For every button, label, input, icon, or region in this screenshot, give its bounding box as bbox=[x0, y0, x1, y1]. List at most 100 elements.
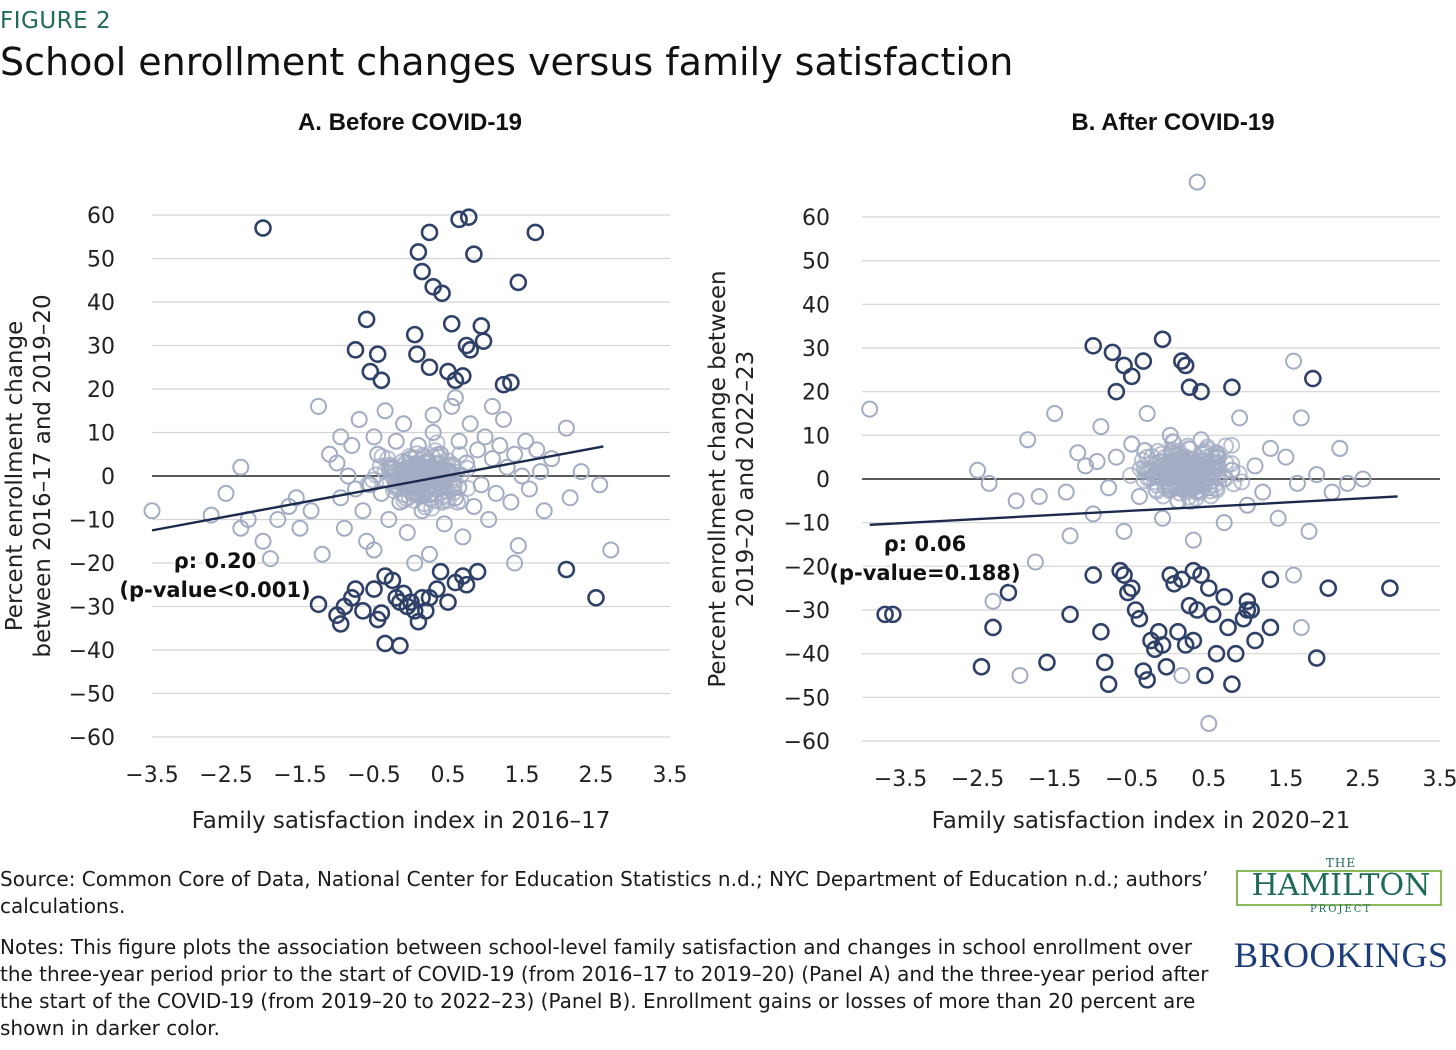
y-tick-label: −20 bbox=[69, 552, 115, 577]
scatter-point-light bbox=[557, 419, 575, 437]
x-tick-label: 2.5 bbox=[1345, 767, 1380, 792]
scatter-point-light bbox=[1192, 431, 1210, 449]
scatter-point-light bbox=[384, 458, 401, 476]
scatter-point-light bbox=[1154, 509, 1172, 527]
scatter-point-light bbox=[506, 445, 524, 463]
x-tick-label: −3.5 bbox=[125, 763, 178, 788]
scatter-point-light bbox=[1285, 352, 1303, 370]
scatter-point-dark bbox=[1196, 666, 1214, 685]
scatter-point-dark bbox=[1223, 675, 1241, 694]
scatter-point-light bbox=[1162, 476, 1180, 494]
scatter-point-dark bbox=[1176, 356, 1195, 375]
scatter-point-light bbox=[1223, 455, 1241, 473]
scatter-point-light bbox=[476, 428, 494, 446]
scatter-point-dark bbox=[309, 595, 328, 614]
x-tick-label: 0.5 bbox=[1191, 767, 1226, 792]
panel-title: B. After COVID-19 bbox=[1071, 109, 1274, 136]
scatter-point-light bbox=[450, 432, 468, 450]
scatter-point-dark bbox=[346, 580, 365, 598]
y-tick-label: 50 bbox=[87, 248, 115, 273]
scatter-point-light bbox=[365, 541, 383, 559]
scatter-point-light bbox=[1092, 418, 1110, 436]
scatter-point-light bbox=[376, 402, 394, 420]
scatter-point-dark bbox=[1215, 588, 1234, 606]
scatter-point-light bbox=[1061, 527, 1079, 545]
scatter-point-light bbox=[572, 463, 590, 481]
scatter-point-light bbox=[1197, 448, 1215, 466]
y-tick-label: −50 bbox=[69, 683, 115, 708]
scatter-point-light bbox=[1133, 451, 1151, 469]
scatter-point-dark bbox=[1238, 592, 1257, 611]
scatter-point-light bbox=[1331, 439, 1349, 457]
scatter-point-dark bbox=[361, 362, 380, 381]
scatter-point-dark bbox=[1207, 644, 1226, 663]
scatter-point-dark bbox=[1246, 631, 1264, 650]
scatter-point-dark bbox=[1238, 601, 1257, 619]
scatter-point-dark bbox=[984, 618, 1002, 637]
scatter-point-dark bbox=[1107, 382, 1126, 401]
x-tick-label: 0.5 bbox=[431, 763, 466, 788]
figure-notes: Notes: This figure plots the association… bbox=[0, 935, 1209, 1040]
scatter-point-light bbox=[302, 502, 320, 520]
scatter-point-dark bbox=[413, 262, 431, 281]
scatter-point-light bbox=[1026, 553, 1044, 571]
correlation-annotation: ρ: 0.06 bbox=[884, 532, 967, 556]
scatter-point-dark bbox=[254, 219, 272, 237]
scatter-point-light bbox=[1292, 409, 1310, 427]
scatter-point-dark bbox=[1188, 601, 1207, 619]
scatter-point-light bbox=[407, 454, 425, 472]
scatter-point-light bbox=[1339, 474, 1357, 492]
scatter-point-light bbox=[1030, 487, 1048, 505]
scatter-point-dark bbox=[1200, 579, 1218, 597]
y-tick-label: 30 bbox=[87, 335, 115, 360]
scatter-point-light bbox=[491, 437, 509, 455]
correlation-annotation: (p-value<0.001) bbox=[119, 578, 310, 602]
scatter-point-light bbox=[443, 397, 461, 415]
scatter-point-light bbox=[861, 400, 879, 418]
hamilton-the-text: THE bbox=[1325, 856, 1357, 870]
scatter-point-light bbox=[380, 511, 398, 528]
scatter-point-light bbox=[1288, 474, 1306, 492]
charts-area: A. Before COVID-19 60 50 40 30 20 10 0 −10 −20 −30… bbox=[2, 109, 1456, 834]
scatter-point-light bbox=[1208, 444, 1226, 462]
scatter-point-light bbox=[367, 466, 385, 484]
scatter-point-light bbox=[1269, 509, 1287, 527]
scatter-point-light bbox=[339, 467, 357, 485]
y-tick-label: 0 bbox=[101, 465, 115, 490]
scatter-point-light bbox=[343, 437, 361, 455]
scatter-point-light bbox=[372, 484, 390, 502]
scatter-point-light bbox=[1179, 440, 1197, 458]
correlation-annotation: ρ: 0.20 bbox=[174, 549, 257, 573]
scatter-point-light bbox=[1223, 436, 1241, 454]
scatter-point-dark bbox=[365, 580, 383, 598]
scatter-point-light bbox=[232, 458, 250, 476]
scatter-point-light bbox=[1285, 566, 1303, 584]
scatter-point-light bbox=[532, 463, 549, 481]
scatter-point-light bbox=[1115, 522, 1133, 540]
scatter-point-light bbox=[498, 458, 516, 476]
scatter-point-light bbox=[480, 511, 498, 528]
scatter-point-dark bbox=[1084, 566, 1102, 584]
panel-b-after-covid: B. After COVID-19 60 50 40 30 20 10 0 −10 −20 −30 −… bbox=[705, 109, 1456, 834]
scatter-point-light bbox=[445, 477, 463, 495]
scatter-point-light bbox=[387, 432, 405, 450]
scatter-point-dark bbox=[1061, 605, 1079, 624]
scatter-point-light bbox=[517, 432, 535, 450]
x-tick-label: −2.5 bbox=[951, 767, 1004, 792]
scatter-point-light bbox=[410, 475, 428, 493]
x-axis-label: Family satisfaction index in 2016–17 bbox=[192, 808, 611, 834]
scatter-point-dark bbox=[342, 588, 361, 607]
scatter-point-light bbox=[310, 397, 327, 415]
trend-line bbox=[869, 495, 1398, 527]
scatter-point-dark bbox=[1184, 631, 1203, 650]
scatter-point-light bbox=[495, 410, 512, 428]
scatter-point-dark bbox=[1157, 657, 1176, 676]
scatter-point-light bbox=[332, 428, 350, 446]
scatter-point-light bbox=[1231, 409, 1249, 427]
scatter-point-light bbox=[1069, 444, 1087, 462]
scatter-point-light bbox=[1057, 483, 1075, 501]
scatter-point-light bbox=[365, 428, 383, 446]
hamilton-name-text: HAMILTON bbox=[1251, 868, 1431, 903]
scatter-point-dark bbox=[416, 602, 435, 620]
scatter-point-light bbox=[369, 445, 387, 463]
